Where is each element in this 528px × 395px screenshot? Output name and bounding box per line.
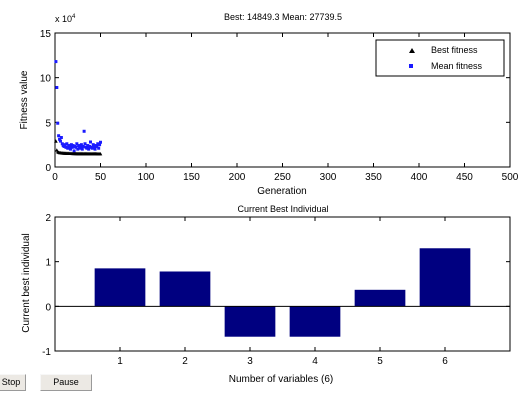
x-tick-label: 200	[229, 172, 246, 183]
mean-fitness-point	[58, 137, 62, 141]
mean-fitness-point	[66, 146, 70, 150]
x-tick-label: 250	[274, 172, 291, 183]
stop-button[interactable]: Stop	[0, 374, 26, 391]
mean-fitness-point	[65, 142, 69, 146]
mean-fitness-point	[95, 144, 99, 148]
individual-plot-ylabel: Current best individual	[21, 233, 32, 333]
x-tick-label: 6	[442, 356, 448, 367]
fitness-plot-xlabel: Generation	[257, 186, 306, 197]
mean-fitness-point	[79, 143, 83, 147]
variable-bar	[419, 248, 471, 307]
x-tick-label: 100	[138, 172, 155, 183]
variable-bar	[94, 268, 146, 307]
mean-fitness-point	[63, 143, 67, 147]
mean-fitness-point	[54, 60, 58, 64]
mean-fitness-point	[64, 145, 68, 149]
y-multiplier-label: x 104	[55, 14, 76, 24]
y-tick-label: 5	[45, 118, 51, 129]
x-tick-label: 3	[247, 356, 253, 367]
mean-fitness-point	[62, 144, 66, 148]
mean-fitness-point	[82, 129, 86, 133]
legend-best-label: Best fitness	[431, 45, 478, 55]
mean-fitness-point	[99, 140, 102, 144]
x-tick-label: 50	[95, 172, 107, 183]
pause-button[interactable]: Pause	[40, 374, 92, 391]
mean-fitness-point	[69, 143, 73, 147]
variable-bar	[354, 289, 406, 307]
fitness-plot: Best: 14849.3 Mean: 27739.5 x 104 0 50 100…	[19, 12, 519, 197]
mean-fitness-point	[59, 136, 63, 140]
x-tick-label: 0	[52, 172, 58, 183]
mean-fitness-point	[77, 144, 81, 148]
fitness-plot-ylabel: Fitness value	[19, 70, 30, 129]
y-tick-label: 2	[45, 213, 51, 224]
x-tick-label: 350	[365, 172, 382, 183]
mean-fitness-point	[70, 145, 74, 149]
mean-fitness-point	[96, 142, 100, 146]
x-tick-label: 300	[320, 172, 337, 183]
mean-fitness-point	[90, 146, 94, 150]
mean-fitness-point	[98, 143, 102, 147]
variable-bar	[289, 306, 341, 337]
mean-fitness-point	[75, 142, 79, 146]
variable-bar	[224, 306, 276, 337]
y-tick-label: -1	[42, 347, 51, 358]
mean-fitness-point	[92, 145, 96, 149]
best-fitness-point	[54, 139, 58, 143]
mean-fitness-point	[56, 121, 60, 125]
x-tick-label: 4	[312, 356, 318, 367]
y-tick-label: 1	[45, 258, 51, 269]
mean-fitness-point	[80, 147, 84, 151]
mean-fitness-point	[93, 147, 97, 151]
fitness-plot-title: Best: 14849.3 Mean: 27739.5	[224, 12, 342, 22]
mean-fitness-point	[85, 146, 89, 150]
x-tick-label: 2	[182, 356, 188, 367]
legend-mean-label: Mean fitness	[431, 61, 483, 71]
individual-plot-title: Current Best Individual	[237, 204, 328, 214]
mean-fitness-point	[76, 147, 80, 151]
mean-fitness-point	[83, 142, 87, 146]
y-tick-label: 15	[40, 29, 52, 40]
best-fitness-point	[98, 151, 103, 156]
mean-fitness-point	[74, 145, 78, 149]
mean-fitness-point	[81, 144, 85, 148]
x-tick-label: 5	[377, 356, 383, 367]
fitness-legend-box	[375, 39, 505, 77]
mean-fitness-point	[72, 149, 76, 153]
mean-fitness-point	[68, 144, 72, 148]
y-tick-label: 10	[40, 74, 52, 85]
x-tick-label: 1	[117, 356, 123, 367]
y-tick-label: 0	[45, 163, 51, 174]
mean-fitness-point	[60, 142, 64, 146]
x-tick-label: 450	[456, 172, 473, 183]
variable-bar	[159, 271, 211, 307]
mean-fitness-point	[55, 85, 59, 89]
mean-fitness-point	[87, 147, 91, 151]
y-tick-label: 0	[45, 302, 51, 313]
mean-fitness-point	[86, 144, 90, 148]
best-individual-plot: Current Best Individual 1 2 3 4 5 6 -1 0 1 2 Curr…	[21, 204, 511, 385]
mean-fitness-point	[68, 147, 72, 151]
mean-fitness-point	[78, 145, 82, 149]
mean-fitness-point	[58, 139, 62, 143]
x-tick-label: 500	[502, 172, 519, 183]
x-tick-label: 150	[183, 172, 200, 183]
individual-plot-xlabel: Number of variables (6)	[229, 374, 333, 385]
mean-fitness-point	[88, 140, 92, 144]
fitness-legend: Best fitness Mean fitness	[375, 39, 505, 77]
mean-fitness-point	[88, 144, 92, 148]
mean-fitness-point	[97, 146, 101, 150]
legend-mean-marker	[409, 64, 413, 68]
mean-fitness-point	[57, 134, 61, 138]
mean-fitness-point	[71, 144, 75, 148]
x-tick-label: 400	[411, 172, 428, 183]
legend-best-marker	[409, 48, 415, 53]
mean-fitness-point	[91, 143, 95, 147]
